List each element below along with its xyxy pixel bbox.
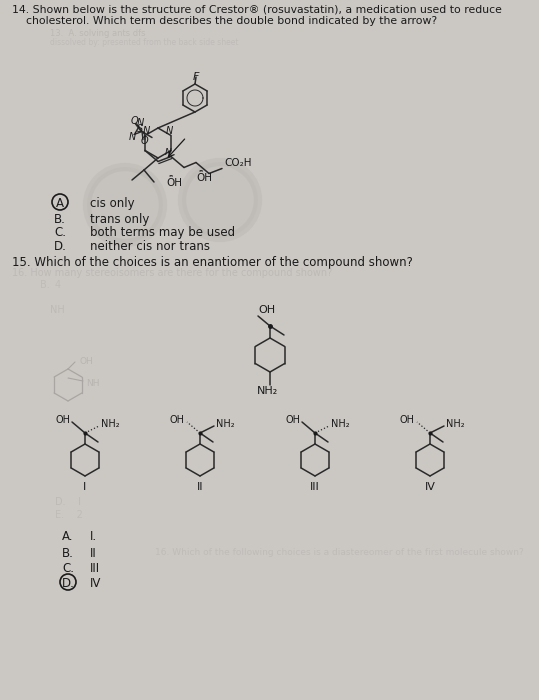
Text: C.: C. (54, 226, 66, 239)
Text: III: III (310, 482, 320, 492)
Text: N: N (165, 127, 172, 136)
Text: CO₂H: CO₂H (224, 158, 252, 169)
Text: B.: B. (40, 280, 50, 290)
Text: 16. Which of the following choices is a diastereomer of the first molecule shown: 16. Which of the following choices is a … (155, 548, 524, 557)
Text: 14. Shown below is the structure of Crestor® (rosuvastatin), a medication used t: 14. Shown below is the structure of Cres… (12, 5, 502, 15)
Text: N: N (136, 118, 143, 129)
Text: D.: D. (61, 577, 74, 590)
Text: S: S (137, 125, 143, 134)
Text: IV: IV (90, 577, 101, 590)
Text: NH: NH (50, 305, 65, 315)
Text: OH: OH (285, 415, 300, 425)
Text: IV: IV (425, 482, 436, 492)
Text: C.: C. (62, 562, 74, 575)
Text: N: N (142, 127, 150, 136)
Text: 4: 4 (55, 280, 61, 290)
Text: E.    2: E. 2 (55, 510, 83, 520)
Text: OH: OH (55, 415, 70, 425)
Text: A.: A. (62, 530, 74, 543)
Text: trans only: trans only (90, 213, 149, 226)
Text: 13.  A. solving ants dfs: 13. A. solving ants dfs (50, 29, 146, 38)
Text: B.: B. (62, 547, 74, 560)
Text: I: I (84, 482, 87, 492)
Text: NH₂: NH₂ (331, 419, 350, 429)
Text: OH: OH (400, 415, 415, 425)
Text: II: II (197, 482, 203, 492)
Text: A: A (56, 197, 64, 210)
Text: 15. Which of the choices is an enantiomer of the compound shown?: 15. Which of the choices is an enantiome… (12, 256, 413, 269)
Text: II: II (90, 547, 96, 560)
Text: cholesterol. Which term describes the double bond indicated by the arrow?: cholesterol. Which term describes the do… (12, 16, 437, 26)
Text: D.    I: D. I (55, 497, 81, 507)
Text: NH₂: NH₂ (101, 419, 120, 429)
Text: N: N (164, 148, 171, 157)
Text: B.: B. (54, 213, 66, 226)
Text: I.: I. (90, 530, 97, 543)
Text: ȪH: ȪH (196, 172, 212, 183)
Text: cis only: cis only (90, 197, 135, 210)
Text: O: O (130, 116, 138, 127)
Text: both terms may be used: both terms may be used (90, 226, 235, 239)
Text: NH₂: NH₂ (446, 419, 465, 429)
Text: NH₂: NH₂ (257, 386, 278, 396)
Text: OH: OH (258, 305, 275, 315)
Text: dissolved by: presented from the back side sheet: dissolved by: presented from the back si… (50, 38, 238, 47)
Text: 16. How many stereoisomers are there for the compound shown?: 16. How many stereoisomers are there for… (12, 268, 332, 278)
Text: neither cis nor trans: neither cis nor trans (90, 240, 210, 253)
Text: OH: OH (170, 415, 185, 425)
Text: O: O (140, 136, 148, 146)
Text: OH: OH (80, 356, 94, 365)
Text: ȪH: ȪH (166, 178, 182, 188)
Circle shape (182, 162, 258, 238)
Text: N: N (128, 132, 136, 141)
Text: III: III (90, 562, 100, 575)
Circle shape (87, 167, 163, 243)
Text: NH: NH (86, 379, 100, 388)
Text: F: F (193, 72, 199, 82)
Text: D.: D. (53, 240, 66, 253)
Text: NH₂: NH₂ (216, 419, 234, 429)
